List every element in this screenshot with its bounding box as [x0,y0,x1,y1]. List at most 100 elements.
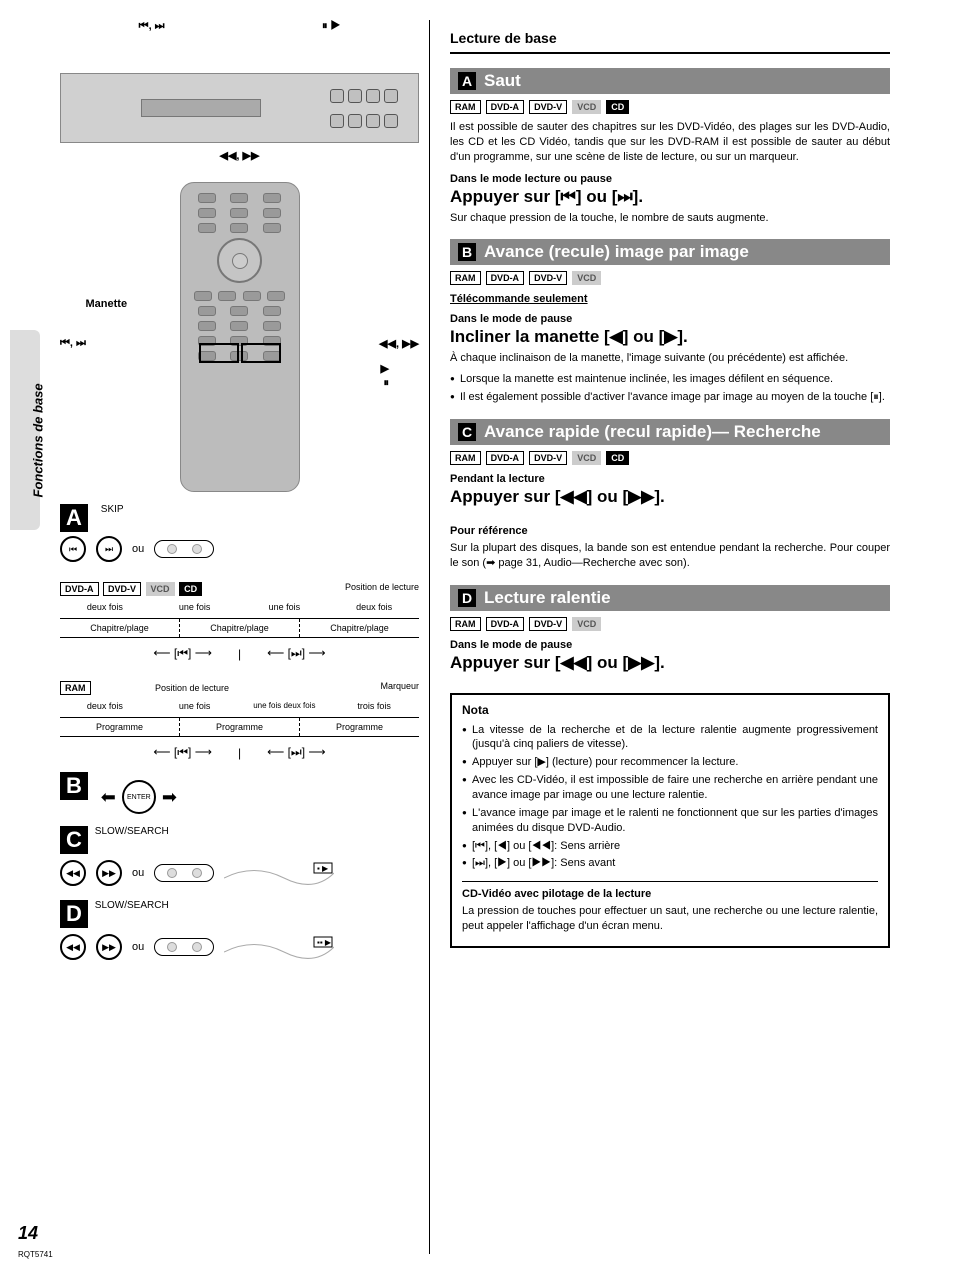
badge: DVD-A [486,617,525,631]
cd-title: CD-Vidéo avec pilotage de la lecture [462,888,878,900]
nota-title: Nota [462,703,878,717]
bullet: Lorsque la manette est maintenue incliné… [450,372,890,387]
heading-a: A Saut [450,68,890,94]
page-code: RQT5741 [18,1250,53,1259]
heading-b: B Avance (recule) image par image [450,239,890,265]
rewind-icon: ◀◀ [60,934,86,960]
wavy-line: ▪ ▶ [224,858,334,888]
remote-illustration: Manette [180,182,300,492]
badge: DVD-A [486,100,525,114]
badge: DVD-V [529,271,567,285]
marker-label: Marqueur [380,681,419,691]
arrow-right-icon: ⟵ [⏭] ⟶ [267,745,326,760]
forward-icon: ▶▶ [96,934,122,960]
badges-d: RAM DVD-A DVD-V VCD [450,617,890,631]
track-cell: Chapitre/plage [60,619,180,637]
track-cell: Programme [300,718,419,736]
ou-label: ou [132,543,144,555]
tick-once: une fois [150,602,240,612]
slow-search-label: SLOW/SEARCH [95,826,169,837]
bullet: Appuyer sur [▶] (lecture) pour recommenc… [462,755,878,770]
badge: DVD-A [486,451,525,465]
badge: VCD [572,100,601,114]
wavy-line: ▪▪ ▶ [224,932,334,962]
arrow-right-icon: ➡ [162,787,177,808]
badge: CD [606,100,629,114]
diagram-c: C SLOW/SEARCH ◀◀ ▶▶ ou ▪ ▶ [60,826,419,888]
arrow-left-icon: ⟵ [⏮] ⟶ [153,646,212,661]
badge: DVD-V [529,617,567,631]
section-letter-c: C [60,826,88,854]
diagram-d: D SLOW/SEARCH ◀◀ ▶▶ ou ▪▪ ▶ [60,900,419,962]
tick: une fois deux fois [240,701,330,711]
heading-letter-d: D [458,589,476,607]
badges-b: RAM DVD-A DVD-V VCD [450,271,890,285]
bullet: [⏭], [▶] ou [▶▶]: Sens avant [462,856,878,871]
badge: CD [606,451,629,465]
arrow-left-icon: ⟵ [⏮] ⟶ [153,745,212,760]
heading-letter-c: C [458,423,476,441]
bullet: Avec les CD-Vidéo, il est impossible de … [462,773,878,803]
track-cell: Chapitre/plage [180,619,300,637]
skip-bar [154,540,214,558]
callout-skip-icons: ⏮, ⏭ [139,20,165,33]
device-illustration [60,73,419,143]
track-cell: Chapitre/plage [300,619,419,637]
bullet: La vitesse de la recherche et de la lect… [462,723,878,753]
left-column: ⏮, ⏭ ⏸ ▶ ◀◀, ▶▶ Manette [0,20,430,1254]
bullet: Il est également possible d'activer l'av… [450,390,890,405]
ou-label: ou [132,941,144,953]
badge: VCD [572,271,601,285]
diagram-b: B ⬅ ENTER ➡ [60,772,419,814]
badge: RAM [450,451,481,465]
badge-vcd: VCD [146,582,175,596]
svg-text:▪ ▶: ▪ ▶ [317,864,329,873]
right-column: Lecture de base A Saut RAM DVD-A DVD-V V… [430,20,900,1254]
badge: VCD [572,617,601,631]
callout-search-icons: ◀◀, ▶▶ [60,149,419,162]
side-tab-label: Fonctions de base [31,358,46,498]
skip-prev-icon: ⏮ [60,536,86,562]
badges-a: RAM DVD-A DVD-V VCD CD [450,100,890,114]
skip-next-icon: ⏭ [96,536,122,562]
bullet: [⏮], [◀] ou [◀◀]: Sens arrière [462,839,878,854]
manette-label: Manette [86,298,128,310]
heading-title-a: Saut [484,71,521,91]
badge-cd: CD [179,582,202,596]
remote-right-icons: ◀◀, ▶▶ [379,337,419,350]
ref-title: Pour référence [450,525,890,537]
heading-letter-a: A [458,72,476,90]
nota-box: Nota La vitesse de la recherche et de la… [450,693,890,948]
forward-icon: ▶▶ [96,860,122,886]
section-letter-d: D [60,900,88,928]
mode-d: Dans le mode de pause [450,639,890,651]
badge: VCD [572,451,601,465]
heading-title-c: Avance rapide (recul rapide)— Recherche [484,422,821,442]
heading-title-d: Lecture ralentie [484,588,611,608]
body-a1: Il est possible de sauter des chapitres … [450,120,890,165]
heading-letter-b: B [458,243,476,261]
tick: trois fois [329,701,419,711]
cd-body: La pression de touches pour effectuer un… [462,904,878,934]
badge: DVD-V [529,451,567,465]
heading-d: D Lecture ralentie [450,585,890,611]
badge-dvda: DVD-A [60,582,99,596]
svg-text:▪▪ ▶: ▪▪ ▶ [317,938,332,947]
rewind-icon: ◀◀ [60,860,86,886]
skip-label: SKIP [101,504,124,515]
nota-bullets: La vitesse de la recherche et de la lect… [462,723,878,872]
tick: une fois [150,701,240,711]
heading-title-b: Avance (recule) image par image [484,242,749,262]
ref-body: Sur la plupart des disques, la bande son… [450,541,890,571]
action-c: Appuyer sur [◀◀] ou [▶▶]. [450,487,890,507]
tick-twice: deux fois [60,602,150,612]
arrow-left-icon: ⬅ [101,787,116,808]
remote-only: Télécommande seulement [450,293,890,305]
action-b: Incliner la manette [◀] ou [▶]. [450,327,890,347]
remote-left-icons: ⏮, ⏭ [60,337,86,350]
position-label2: Position de lecture [155,683,229,693]
side-tab: Fonctions de base [10,330,40,530]
body-b1: À chaque inclinaison de la manette, l'im… [450,351,890,366]
action-a: Appuyer sur [⏮] ou [⏭]. [450,187,890,207]
section-letter-b: B [60,772,88,800]
